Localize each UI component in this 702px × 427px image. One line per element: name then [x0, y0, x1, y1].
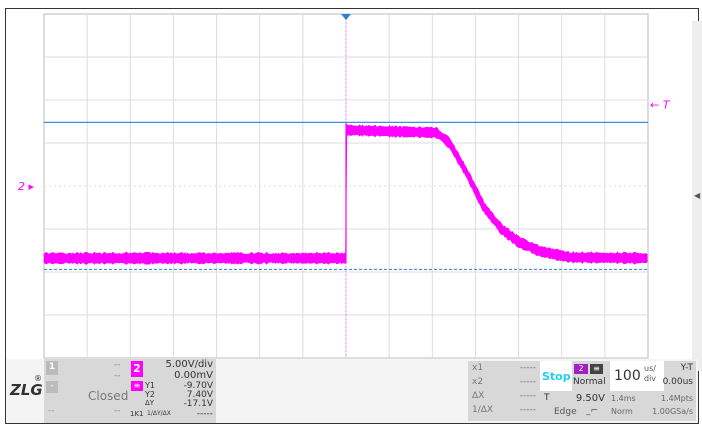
registered-icon: ®	[34, 375, 42, 383]
channel1-panel[interactable]: 1 -- -- - Closed -- --	[44, 359, 130, 423]
cursor-dy-value: -17.1V	[184, 400, 213, 409]
dc-coupling-icon: ≡	[131, 381, 143, 391]
trigger-type: Edge	[554, 408, 577, 417]
timebase-panel[interactable]: 100 us/ div Y-T 0.00us 1.4ms 1.4Mpts Nor…	[608, 361, 696, 421]
vertical-scale: 5.00V/div	[165, 360, 213, 370]
status-bar: ZLG ® 1 -- -- - Closed -- -- 2 5.00V/div…	[6, 359, 698, 423]
x-cursor-panel[interactable]: x1 ----- x2 ----- ΔX ----- 1/ΔX -----	[468, 361, 540, 421]
trigger-mode: Normal	[573, 378, 606, 387]
side-panel-toggle[interactable]: ◀	[692, 21, 702, 371]
trigger-level-marker: ← T	[650, 98, 671, 111]
channel2-panel[interactable]: 2 5.00V/div 0.00mV ≡ Y1 -9.70V Y2 7.40V …	[130, 359, 216, 423]
trigger-panel[interactable]: Stop 2 ≡ Normal T 9.50V Edge _⌐	[540, 361, 608, 421]
channel1-state: Closed	[88, 390, 128, 402]
channel2-ground-marker: 2 ▸	[18, 180, 34, 193]
waveform-display[interactable]: 2 ▸ ← T	[6, 9, 700, 361]
rising-edge-icon: _⌐	[586, 407, 598, 416]
vertical-offset: 0.00mV	[174, 371, 213, 381]
logo: ZLG ®	[6, 359, 44, 423]
chevron-left-icon: ◀	[694, 191, 700, 200]
run-stop-button[interactable]: Stop	[540, 361, 572, 391]
horizontal-delay: 0.00us	[663, 378, 693, 387]
trigger-level: 9.50V	[576, 394, 605, 404]
trigger-coupling-icon: ≡	[590, 364, 603, 374]
timebase-value: 100	[614, 369, 641, 383]
